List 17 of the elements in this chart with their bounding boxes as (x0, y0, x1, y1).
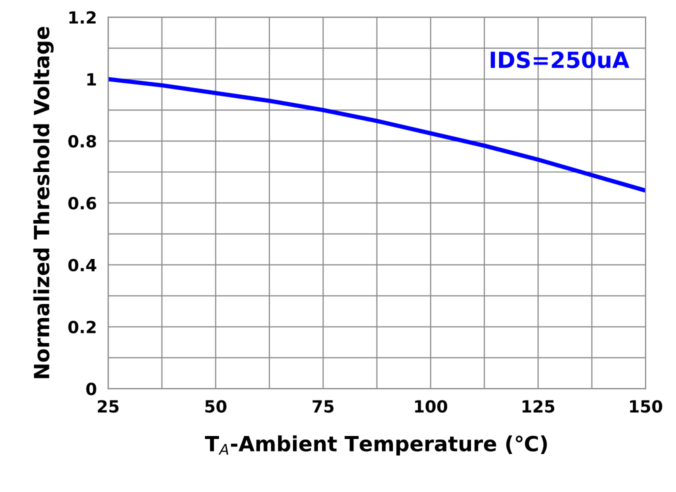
y-axis-title: Normalized Threshold Voltage (33, 26, 54, 378)
y-tick-label: 0.8 (68, 135, 96, 148)
y-tick-label: 0.2 (68, 320, 96, 334)
x-tick-label: 125 (522, 400, 554, 413)
y-tick-label: 1.2 (69, 11, 96, 24)
line-series (108, 77, 646, 193)
annotation: IDS=250uA (490, 51, 630, 68)
x-tick-label: 50 (205, 400, 226, 413)
x-tick-label: 100 (415, 400, 448, 413)
y-tick-label: 0.4 (68, 258, 96, 272)
x-tick-label: 75 (312, 400, 334, 413)
x-tick-label: 150 (630, 400, 662, 413)
y-tick-label: 0.6 (68, 196, 96, 210)
y-tick-label: 0 (86, 382, 96, 396)
x-tick-label: 25 (98, 400, 119, 413)
x-axis-title: T$_{A}$-Ambient Temperature (℃) (204, 435, 547, 456)
y-tick-label: 1 (87, 73, 96, 86)
